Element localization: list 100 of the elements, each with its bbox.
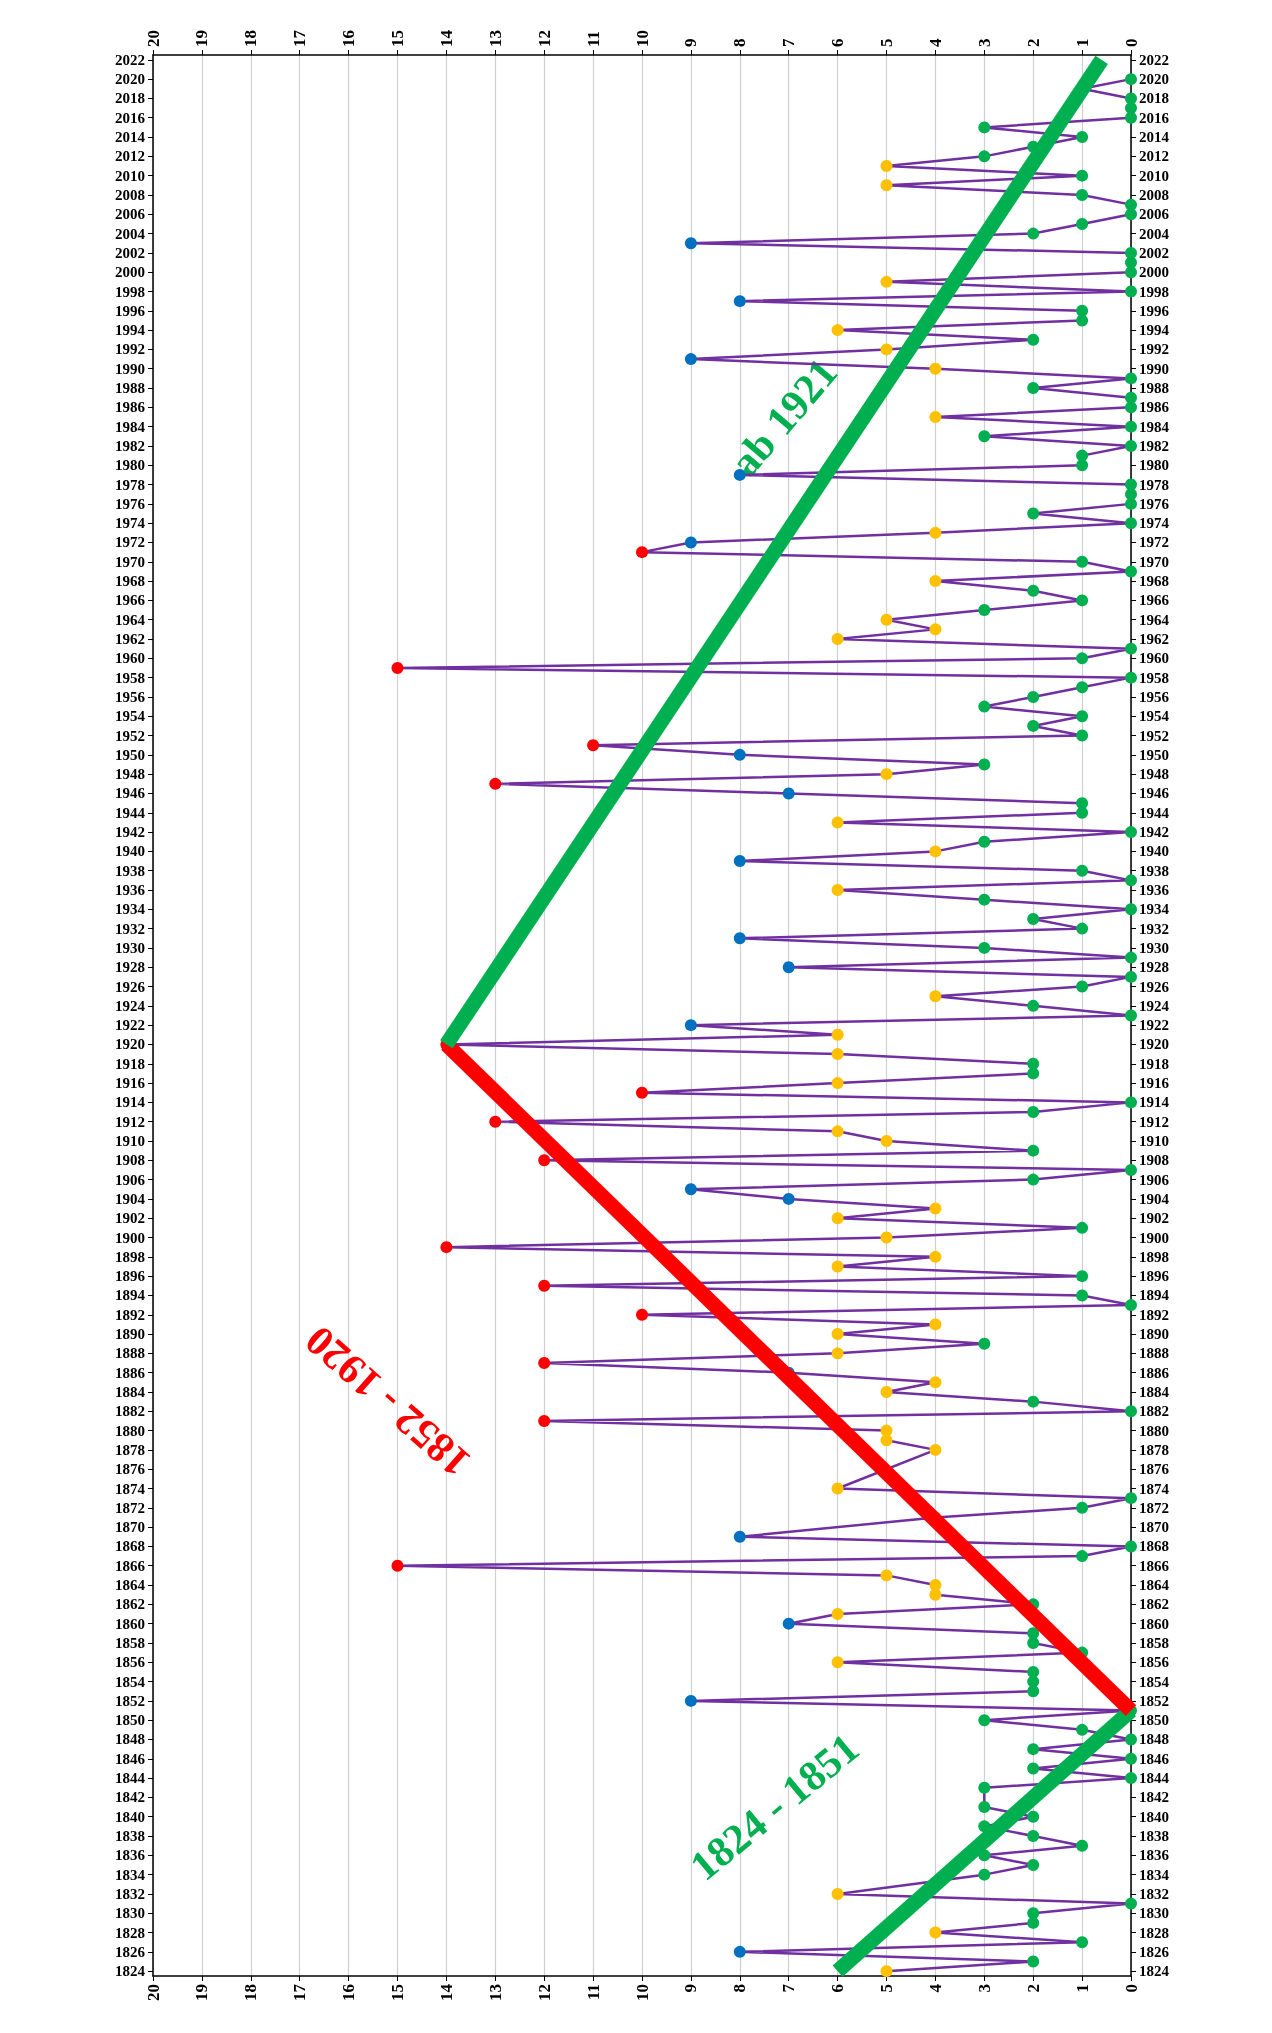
y-tick-label: 1828 (115, 1924, 145, 1941)
y-tick-label: 1938 (115, 862, 145, 879)
y-tick-label: 1950 (115, 746, 145, 763)
y2-tick-label: 1898 (1139, 1248, 1169, 1265)
y2-tick-label: 2016 (1139, 109, 1170, 126)
x2-tick-label: 12 (534, 30, 554, 47)
x-tick-label: 14 (436, 1983, 456, 2001)
y2-tick-label: 1910 (1139, 1132, 1169, 1149)
x2-tick-label: 5 (877, 38, 896, 47)
x-tick-label: 2 (1023, 1984, 1043, 1993)
y2-tick-label: 1864 (1139, 1577, 1170, 1594)
y-tick-label: 1908 (115, 1152, 145, 1169)
y-tick-label: 1838 (115, 1828, 145, 1845)
y2-tick-label: 1868 (1139, 1538, 1169, 1555)
y2-tick-label: 1986 (1139, 399, 1170, 416)
y-tick-label: 1892 (115, 1306, 145, 1323)
y2-tick-label: 1990 (1139, 360, 1169, 377)
y-tick-label: 2008 (115, 186, 145, 203)
y2-tick-label: 1900 (1139, 1229, 1169, 1246)
y2-tick-label: 1924 (1139, 997, 1170, 1014)
y-tick-label: 1850 (115, 1712, 145, 1729)
x-tick-label: 16 (339, 1984, 359, 2001)
y-tick-label: 1978 (115, 476, 145, 493)
y-tick-label: 1844 (115, 1770, 146, 1787)
x2-tick-label: 14 (436, 29, 456, 47)
x-tick-label: 8 (730, 1984, 750, 1993)
y-tick-label: 2006 (115, 206, 146, 223)
y2-tick-label: 1890 (1139, 1326, 1169, 1343)
x-tick-label: 0 (1121, 1984, 1141, 1993)
x-tick-label: 10 (632, 1984, 652, 2001)
y-tick-label: 1880 (115, 1422, 145, 1439)
y2-tick-label: 1884 (1139, 1383, 1170, 1400)
x-tick-label: 7 (779, 1983, 799, 1993)
y-tick-label: 1854 (115, 1673, 146, 1690)
y2-tick-label: 1966 (1139, 592, 1170, 609)
y-tick-label: 1966 (115, 592, 146, 609)
y-tick-label: 1998 (115, 283, 145, 300)
y2-tick-label: 1886 (1139, 1364, 1170, 1381)
y-tick-label: 1994 (115, 322, 146, 339)
y-tick-label: 1896 (115, 1268, 146, 1285)
y2-tick-label: 1904 (1139, 1190, 1170, 1207)
y-tick-label: 1886 (115, 1364, 146, 1381)
y-tick-label: 1940 (115, 843, 145, 860)
y-tick-label: 1992 (115, 341, 145, 358)
y2-tick-label: 1938 (1139, 862, 1169, 879)
y-tick-label: 2018 (115, 90, 145, 107)
y2-tick-label: 1870 (1139, 1519, 1169, 1536)
y2-tick-label: 1998 (1139, 283, 1169, 300)
text: 1824 - 1851 (681, 1724, 868, 1890)
y-tick-label: 1952 (115, 727, 145, 744)
x-tick-label: 12 (534, 1984, 554, 2001)
y2-tick-label: 1836 (1139, 1847, 1170, 1864)
text: 1852 - 1920 (296, 1317, 479, 1486)
y-tick-label: 1848 (115, 1731, 145, 1748)
y-tick-label: 1976 (115, 495, 146, 512)
y-tick-label: 1900 (115, 1229, 145, 1246)
y2-tick-label: 1830 (1139, 1905, 1169, 1922)
y2-tick-label: 1980 (1139, 457, 1169, 474)
y-tick-label: 2016 (115, 109, 146, 126)
y-tick-label: 1988 (115, 380, 145, 397)
y-tick-label: 1970 (115, 553, 145, 570)
y2-tick-label: 1832 (1139, 1885, 1169, 1902)
y2-tick-label: 1896 (1139, 1268, 1170, 1285)
x-tick-label: 4 (925, 1983, 945, 1993)
y-tick-label: 1882 (115, 1403, 145, 1420)
x2-tick-label: 3 (974, 38, 994, 47)
y2-tick-label: 1940 (1139, 843, 1169, 860)
y2-tick-label: 2002 (1139, 244, 1169, 261)
x-tick-label: 6 (828, 1984, 848, 1993)
y2-tick-label: 1976 (1139, 495, 1170, 512)
y-tick-label: 1870 (115, 1519, 145, 1536)
y-tick-label: 1824 (115, 1963, 146, 1980)
y-tick-label: 1858 (115, 1634, 145, 1651)
x2-tick-label: 16 (339, 30, 359, 47)
y-tick-label: 1958 (115, 669, 145, 686)
y2-tick-label: 1858 (1139, 1634, 1169, 1651)
y2-tick-label: 1856 (1139, 1654, 1170, 1671)
y-tick-label: 1890 (115, 1326, 145, 1343)
y2-tick-label: 1846 (1139, 1750, 1170, 1767)
x-tick-label: 17 (290, 1983, 310, 2001)
y-tick-label: 1856 (115, 1654, 146, 1671)
y2-tick-label: 1888 (1139, 1345, 1169, 1362)
y-tick-label: 1884 (115, 1383, 146, 1400)
y2-tick-label: 1880 (1139, 1422, 1169, 1439)
y-tick-label: 1826 (115, 1943, 146, 1960)
y-tick-label: 1922 (115, 1017, 145, 1034)
y2-tick-label: 1852 (1139, 1692, 1169, 1709)
x-tick-label: 19 (192, 1984, 212, 2001)
x2-tick-label: 19 (192, 30, 212, 47)
y-tick-label: 1888 (115, 1345, 145, 1362)
y2-tick-label: 1920 (1139, 1036, 1169, 1053)
y2-tick-label: 1838 (1139, 1828, 1169, 1845)
y-tick-label: 1860 (115, 1615, 145, 1632)
x2-tick-label: 18 (241, 30, 261, 47)
y-tick-label: 1872 (115, 1499, 145, 1516)
x2-tick-label: 4 (925, 38, 945, 47)
y2-tick-label: 1892 (1139, 1306, 1169, 1323)
y-tick-label: 1852 (115, 1692, 145, 1709)
y2-tick-label: 1824 (1139, 1963, 1170, 1980)
y2-tick-label: 2020 (1139, 71, 1169, 88)
